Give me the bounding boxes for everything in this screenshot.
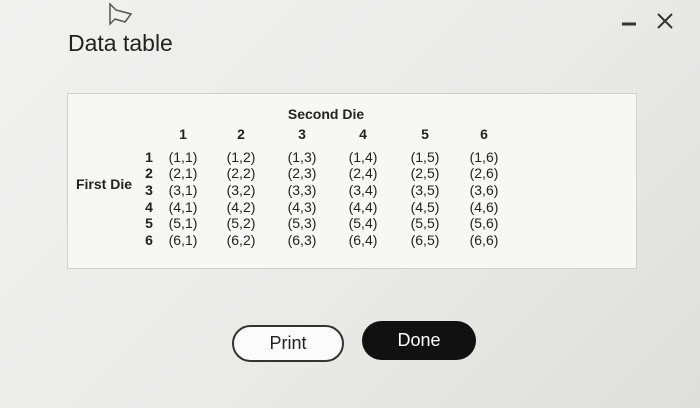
row-label: First Die [75, 176, 133, 192]
column-header: 6 [480, 126, 488, 142]
close-button[interactable] [657, 13, 673, 29]
cell: (5,5) [410, 215, 440, 231]
row-header: 3 [145, 182, 153, 198]
cell: (4,4) [348, 199, 378, 215]
cell: (2,5) [410, 165, 440, 181]
cell: (4,6) [469, 199, 499, 215]
cell: (6,6) [469, 232, 499, 248]
cell: (3,3) [287, 182, 317, 198]
cell: (4,2) [226, 199, 256, 215]
table-caption: Second Die [287, 106, 365, 122]
row-header: 1 [145, 149, 153, 165]
done-button[interactable]: Done [362, 321, 476, 360]
cell: (3,4) [348, 182, 378, 198]
cell: (6,2) [226, 232, 256, 248]
cell: (6,4) [348, 232, 378, 248]
cell: (1,4) [348, 149, 378, 165]
cell: (3,6) [469, 182, 499, 198]
column-header: 5 [421, 126, 429, 142]
cell: (1,2) [226, 149, 256, 165]
cell: (1,6) [469, 149, 499, 165]
row-header: 5 [145, 215, 153, 231]
cell: (4,1) [168, 199, 198, 215]
row-header: 6 [145, 232, 153, 248]
cell: (5,2) [226, 215, 256, 231]
cell: (2,1) [168, 165, 198, 181]
title: Data table [68, 30, 173, 56]
cell: (6,1) [168, 232, 198, 248]
cell: (5,1) [168, 215, 198, 231]
column-header: 4 [359, 126, 367, 142]
cell: (5,4) [348, 215, 378, 231]
column-header: 1 [179, 126, 187, 142]
cell: (3,2) [226, 182, 256, 198]
cell: (5,3) [287, 215, 317, 231]
column-header: 2 [237, 126, 245, 142]
cursor [109, 2, 133, 26]
cell: (2,2) [226, 165, 256, 181]
cell: (1,5) [410, 149, 440, 165]
cell: (2,3) [287, 165, 317, 181]
print-button[interactable]: Print [232, 325, 344, 362]
cell: (6,3) [287, 232, 317, 248]
cell: (3,1) [168, 182, 198, 198]
cell: (4,5) [410, 199, 440, 215]
cell: (4,3) [287, 199, 317, 215]
cell: (2,6) [469, 165, 499, 181]
row-header: 4 [145, 199, 153, 215]
column-header: 3 [298, 126, 306, 142]
table-box [67, 93, 637, 269]
cell: (5,6) [469, 215, 499, 231]
cell: (2,4) [348, 165, 378, 181]
cell: (1,3) [287, 149, 317, 165]
cell: (3,5) [410, 182, 440, 198]
cell: (6,5) [410, 232, 440, 248]
row-header: 2 [145, 165, 153, 181]
cell: (1,1) [168, 149, 198, 165]
